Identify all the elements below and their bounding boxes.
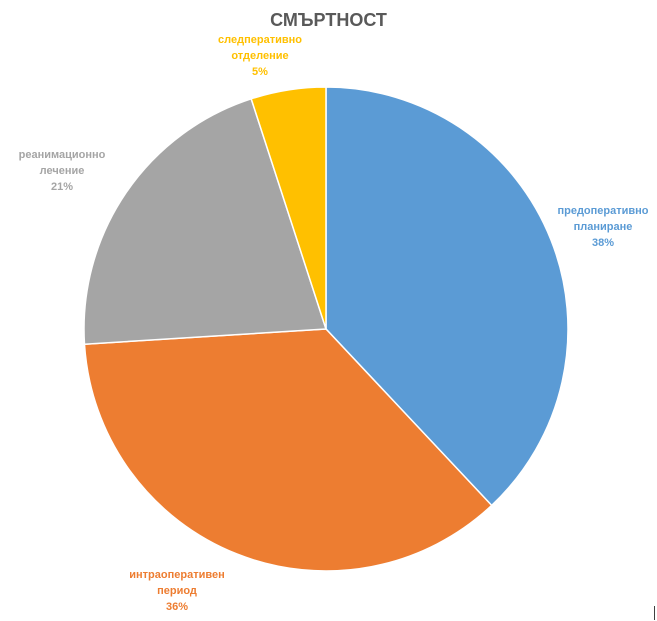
slice-label-postoperative-line-1: следперативно xyxy=(218,34,302,46)
slice-label-postoperative-percent: 5% xyxy=(252,66,268,78)
slice-reanimation xyxy=(83,97,328,345)
slice-label-preoperative: предоперативно планиране 38% xyxy=(548,203,657,251)
slice-postoperative xyxy=(250,86,327,330)
chart-title: СМЪРТНОСТ xyxy=(270,10,387,30)
slice-label-preoperative-line-1: предоперативно xyxy=(557,205,649,217)
slice-label-intraoperative-line-2: период xyxy=(157,585,197,597)
slice-label-intraoperative-percent: 36% xyxy=(165,601,189,613)
slice-label-postoperative: следперативно отделение 5% xyxy=(205,32,315,80)
edge-mark xyxy=(654,606,655,620)
slice-label-intraoperative: интраоперативен период 36% xyxy=(117,567,237,615)
slice-label-preoperative-line-2: планиране xyxy=(573,221,633,233)
slice-label-reanimation-line-2: лечение xyxy=(39,165,85,177)
slice-label-reanimation-line-1: реанимационно xyxy=(18,149,106,161)
slice-label-preoperative-percent: 38% xyxy=(591,237,615,249)
slice-label-postoperative-line-2: отделение xyxy=(231,50,289,62)
slice-intraoperative xyxy=(83,328,493,572)
slice-label-intraoperative-line-1: интраоперативен xyxy=(129,569,225,581)
slice-label-reanimation-percent: 21% xyxy=(50,181,74,193)
slice-preoperative xyxy=(325,86,569,507)
slice-label-reanimation: реанимационно лечение 21% xyxy=(6,147,118,195)
